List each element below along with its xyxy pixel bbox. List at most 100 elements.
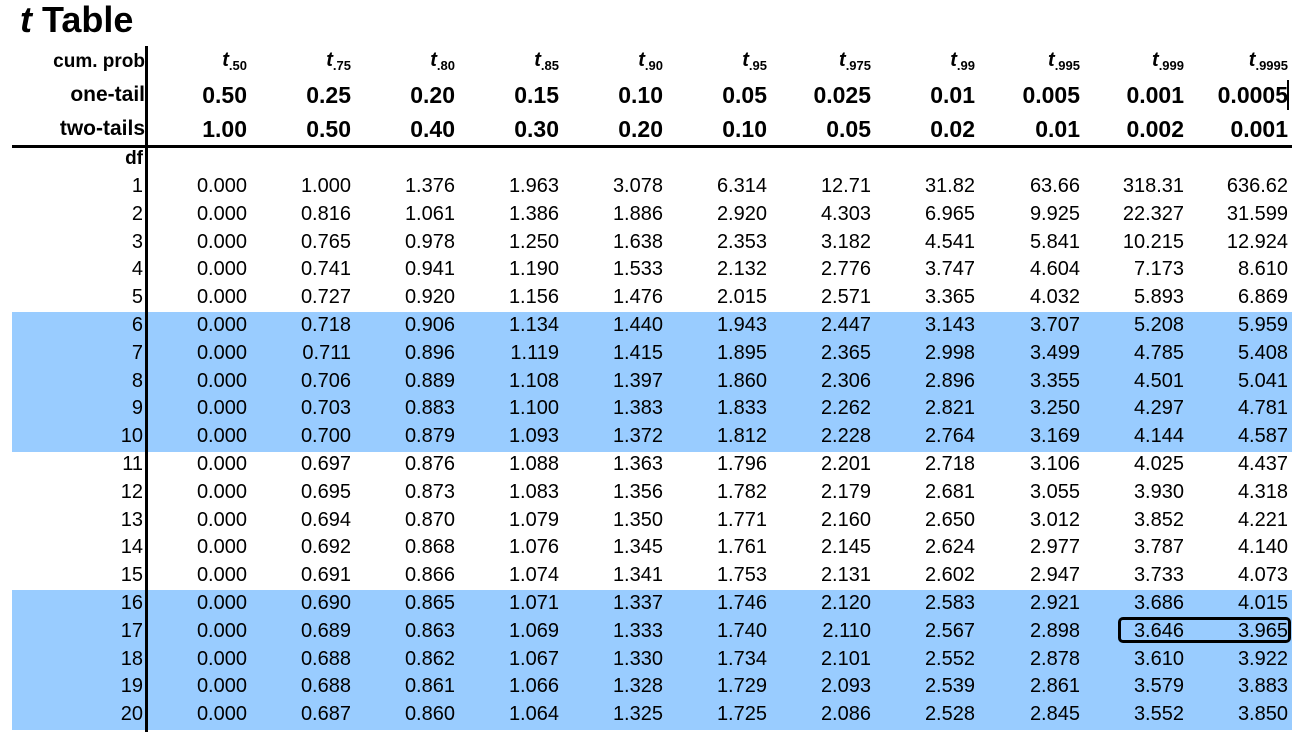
table-cell: 4.015 [1237, 591, 1288, 614]
table-cell: 3.169 [1029, 425, 1080, 448]
table-cell: 1.250 [508, 230, 559, 253]
two-tails-cell-3: 0.30 [514, 116, 559, 142]
table-row: 16 0.000 0.690 0.865 1.071 1.337 1.746 2.120 2.5… [0, 590, 1300, 618]
table-cell: 1.067 [508, 647, 559, 670]
df-value: 2 [131, 202, 143, 225]
table-cell: 1.328 [612, 675, 663, 698]
shaded-band-6-10 [12, 312, 1292, 452]
table-row: 11 0.000 0.697 0.876 1.088 1.363 1.796 2.201 2.7… [0, 451, 1300, 479]
table-cell: 2.228 [820, 425, 871, 448]
cum-prob-subscript: .95 [748, 58, 767, 73]
cum-prob-label: cum. prob [53, 51, 145, 72]
table-cell: 0.741 [300, 258, 351, 281]
table-row: 17 0.000 0.689 0.863 1.069 1.333 1.740 2.110 2.5… [0, 618, 1300, 646]
table-cell: 2.920 [716, 202, 767, 225]
table-cell: 3.787 [1133, 536, 1184, 559]
table-cell: 1.833 [716, 397, 767, 420]
table-cell: 3.883 [1237, 675, 1288, 698]
table-cell: 2.571 [820, 286, 871, 309]
two-tails-cell-6: 0.05 [826, 116, 871, 142]
table-cell: 3.686 [1133, 591, 1184, 614]
cum-prob-cell-1: t.75 [326, 49, 351, 73]
table-cell: 9.925 [1029, 202, 1080, 225]
t-symbol: t [534, 49, 541, 71]
table-cell: 1.740 [716, 619, 767, 642]
table-cell: 0.000 [196, 286, 247, 309]
table-cell: 4.318 [1237, 480, 1288, 503]
table-cell: 1.746 [716, 591, 767, 614]
table-row: 12 0.000 0.695 0.873 1.083 1.356 1.782 2.179 2.6… [0, 479, 1300, 507]
table-cell: 0.688 [300, 675, 351, 698]
table-cell: 3.078 [612, 175, 663, 197]
table-cell: 4.604 [1029, 258, 1080, 281]
table-cell: 3.499 [1029, 341, 1080, 364]
table-cell: 0.870 [404, 508, 455, 531]
table-cell: 3.106 [1029, 452, 1080, 475]
table-cell: 2.306 [820, 369, 871, 392]
table-cell: 2.447 [820, 313, 871, 336]
table-cell: 3.182 [820, 230, 871, 253]
df-value: 13 [120, 508, 143, 531]
table-cell: 0.920 [404, 286, 455, 309]
table-cell: 1.100 [508, 397, 559, 420]
table-cell: 0.000 [196, 202, 247, 225]
table-cell: 1.860 [716, 369, 767, 392]
two-tails-cell-7: 0.02 [930, 116, 975, 142]
table-cell: 5.959 [1237, 313, 1288, 336]
title-text: Table [42, 0, 134, 40]
table-cell: 6.965 [924, 202, 975, 225]
table-cell: 0.000 [196, 452, 247, 475]
one-tail-cell-0: 0.50 [202, 82, 247, 108]
table-cell: 2.567 [924, 619, 975, 642]
table-cell: 1.341 [612, 564, 663, 587]
table-cell: 0.000 [196, 258, 247, 281]
table-cell: 1.066 [508, 675, 559, 698]
table-cell: 0.727 [300, 286, 351, 309]
table-row: 8 0.000 0.706 0.889 1.108 1.397 1.860 2.306 2.89… [0, 368, 1300, 396]
table-row: 1 0.000 1.000 1.376 1.963 3.078 6.314 12.71 31.8… [0, 173, 1300, 201]
title-symbol: t [20, 0, 32, 40]
t-symbol: t [430, 49, 437, 71]
table-cell: 4.221 [1237, 508, 1288, 531]
table-cell: 0.000 [196, 675, 247, 698]
table-cell: 2.015 [716, 286, 767, 309]
table-cell: 1.753 [716, 564, 767, 587]
table-cell: 0.866 [404, 564, 455, 587]
table-cell: 0.700 [300, 425, 351, 448]
table-cell: 1.190 [508, 258, 559, 281]
df-value: 4 [131, 258, 143, 281]
table-cell: 0.000 [196, 175, 247, 197]
df-value: 15 [120, 564, 143, 587]
table-row: 13 0.000 0.694 0.870 1.079 1.350 1.771 2.160 2.6… [0, 507, 1300, 535]
table-row: 4 0.000 0.741 0.941 1.190 1.533 2.132 2.776 3.74… [0, 256, 1300, 284]
table-cell: 1.771 [716, 508, 767, 531]
cum-prob-cell-3: t.85 [534, 49, 559, 73]
table-cell: 0.860 [404, 703, 455, 726]
table-cell: 3.930 [1133, 480, 1184, 503]
t-symbol: t [1048, 49, 1055, 71]
vertical-divider [145, 46, 148, 732]
table-cell: 0.000 [196, 480, 247, 503]
table-cell: 1.088 [508, 452, 559, 475]
cum-prob-cell-9: t.999 [1152, 49, 1184, 73]
table-cell: 1.761 [716, 536, 767, 559]
one-tail-cell-7: 0.01 [930, 82, 975, 108]
table-cell: 0.816 [300, 202, 351, 225]
table-cell: 31.599 [1226, 202, 1288, 225]
table-cell: 1.533 [612, 258, 663, 281]
page-title: t Table [20, 0, 133, 40]
table-cell: 0.883 [404, 397, 455, 420]
table-cell: 5.893 [1133, 286, 1184, 309]
table-cell: 4.025 [1133, 452, 1184, 475]
table-cell: 1.476 [612, 286, 663, 309]
table-cell: 63.66 [1029, 175, 1080, 197]
table-cell: 2.764 [924, 425, 975, 448]
table-cell: 0.862 [404, 647, 455, 670]
df-value: 10 [120, 425, 143, 448]
cum-prob-subscript: .85 [540, 58, 559, 73]
header-divider [12, 145, 1292, 148]
cum-prob-subscript: .75 [332, 58, 351, 73]
table-cell: 2.898 [1029, 619, 1080, 642]
table-cell: 2.977 [1029, 536, 1080, 559]
one-tail-cell-9: 0.001 [1126, 82, 1184, 108]
